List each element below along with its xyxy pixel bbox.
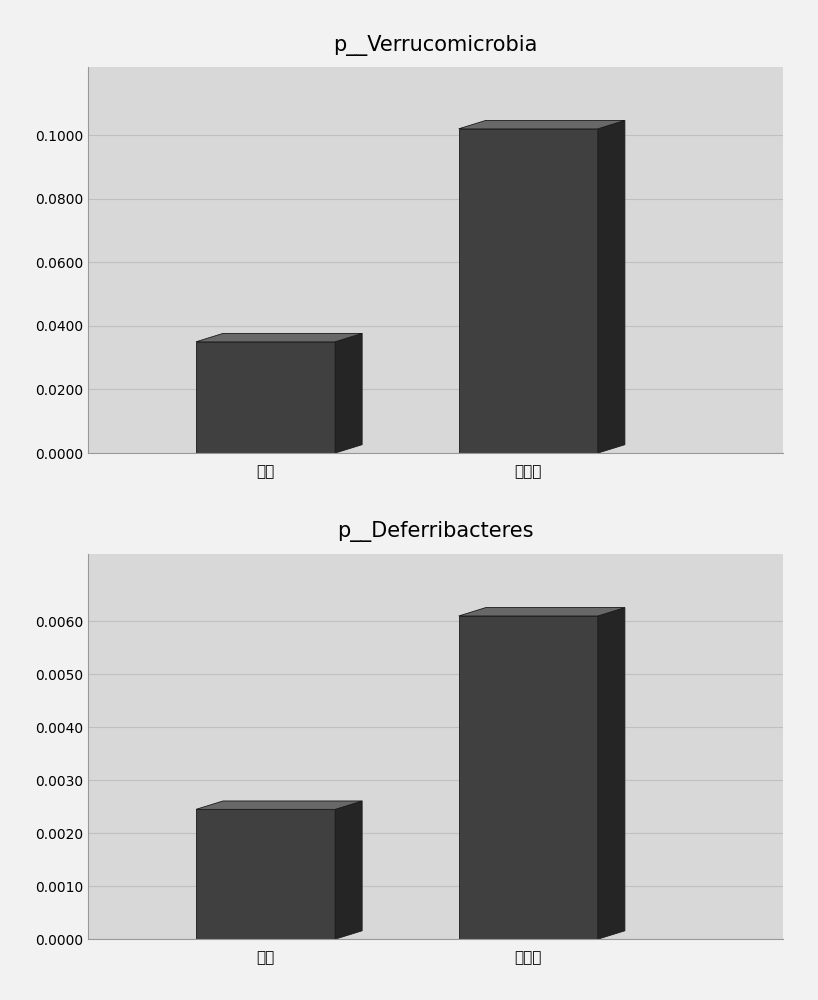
Polygon shape (459, 120, 625, 129)
Title: p__Verrucomicrobia: p__Verrucomicrobia (334, 35, 537, 56)
Polygon shape (335, 333, 362, 453)
Polygon shape (459, 616, 598, 939)
Polygon shape (196, 342, 335, 453)
Polygon shape (196, 801, 362, 809)
Title: p__Deferribacteres: p__Deferribacteres (337, 521, 534, 542)
Polygon shape (335, 801, 362, 939)
Polygon shape (196, 809, 335, 939)
Polygon shape (459, 608, 625, 616)
Polygon shape (598, 608, 625, 939)
Polygon shape (196, 333, 362, 342)
Polygon shape (598, 120, 625, 453)
Polygon shape (459, 129, 598, 453)
